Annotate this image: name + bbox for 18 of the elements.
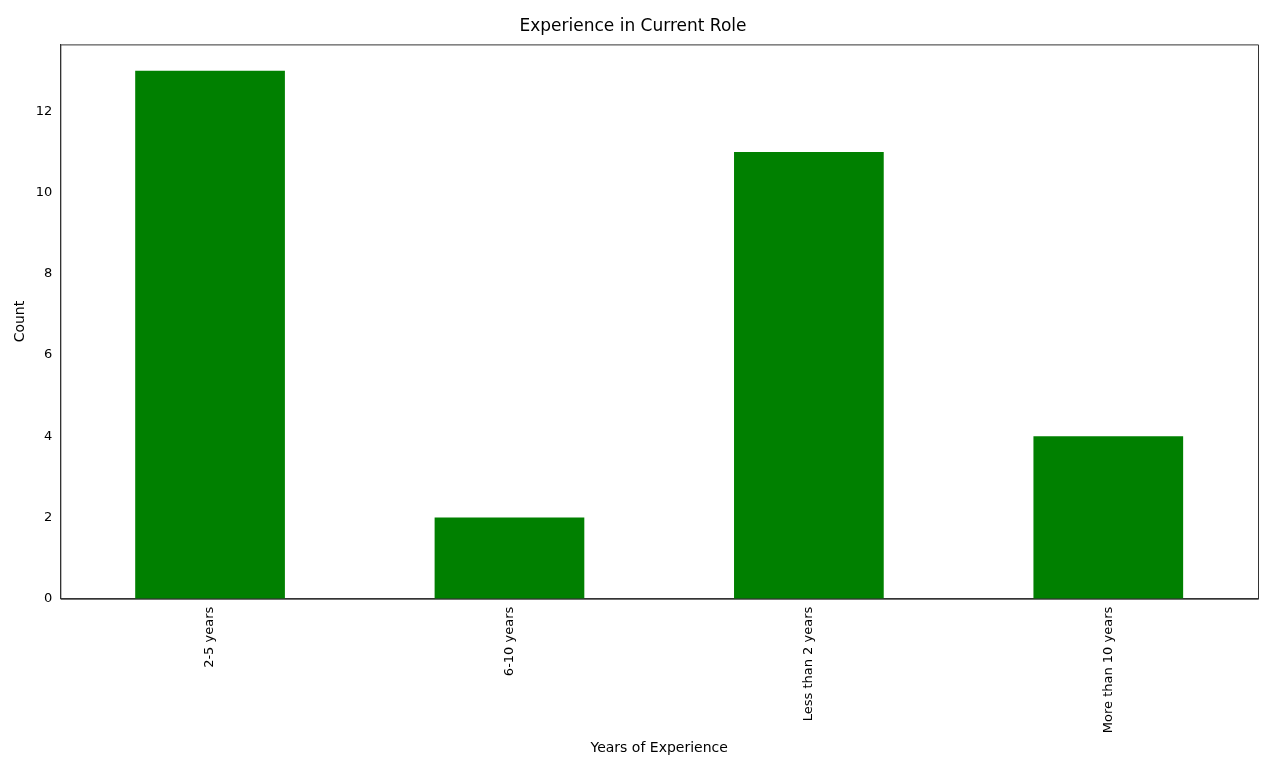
bar bbox=[135, 70, 285, 599]
x-tick-label: More than 10 years bbox=[1099, 606, 1115, 734]
chart-title: Experience in Current Role bbox=[519, 14, 747, 35]
bar bbox=[1033, 436, 1184, 599]
y-tick-label: 2 bbox=[44, 508, 53, 524]
y-tick-label: 6 bbox=[44, 346, 53, 362]
y-axis-title: Count bbox=[11, 300, 28, 343]
y-tick-label: 4 bbox=[44, 427, 53, 443]
x-tick-label: 2-5 years bbox=[201, 606, 217, 668]
y-tick-label: 0 bbox=[44, 590, 53, 606]
y-tick-label: 12 bbox=[35, 102, 53, 118]
x-tick-label: Less than 2 years bbox=[800, 606, 816, 722]
x-tick-label: 6-10 years bbox=[500, 606, 516, 677]
bar bbox=[434, 517, 585, 599]
y-tick-label: 8 bbox=[44, 265, 53, 281]
x-axis-title: Years of Experience bbox=[589, 739, 728, 756]
bar bbox=[734, 152, 884, 599]
y-tick-label: 10 bbox=[35, 184, 53, 199]
